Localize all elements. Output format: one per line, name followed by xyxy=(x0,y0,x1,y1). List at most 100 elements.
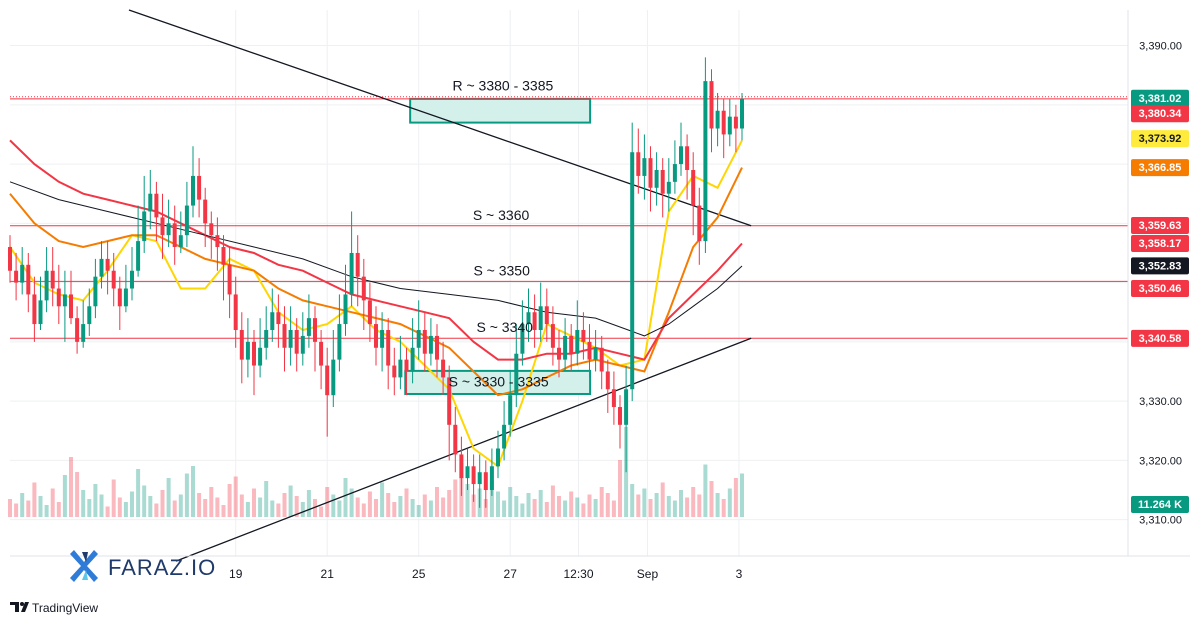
candle-body xyxy=(605,371,610,390)
candle-body xyxy=(75,318,80,342)
trendlines xyxy=(128,9,752,562)
volume-bar xyxy=(239,494,244,517)
volume-bar xyxy=(611,500,616,517)
candle-body xyxy=(496,448,500,467)
volume-bar xyxy=(374,499,378,517)
volume-bar xyxy=(605,493,610,517)
candle-body xyxy=(337,324,342,360)
candle-body xyxy=(697,205,702,242)
candle-body xyxy=(361,276,366,301)
volume-bar xyxy=(209,487,214,517)
volume-bar xyxy=(93,484,98,517)
candle-body xyxy=(416,329,421,348)
candle-body xyxy=(599,347,604,372)
volume-bar xyxy=(282,493,287,517)
candle-body xyxy=(679,146,683,165)
volume-bar xyxy=(8,499,12,517)
candle-body xyxy=(270,312,275,330)
candle-body xyxy=(660,169,665,194)
volume-bar xyxy=(398,496,403,517)
volume-bar xyxy=(471,494,476,517)
volume-bar xyxy=(721,499,726,517)
time-tick-label: 19 xyxy=(229,567,243,581)
volume-bar xyxy=(313,499,317,517)
volume-bar xyxy=(245,502,250,517)
volume-bar xyxy=(520,503,525,517)
candle-body xyxy=(398,359,403,378)
candle-body xyxy=(483,472,488,490)
candle-body xyxy=(526,312,531,325)
volume-bar xyxy=(544,502,549,517)
candle-body xyxy=(575,329,580,354)
candle-body xyxy=(441,359,446,378)
volume-bar xyxy=(672,500,677,517)
candle-body xyxy=(715,110,720,129)
candle-body xyxy=(740,98,744,129)
volume-bar xyxy=(349,488,354,517)
price-axis[interactable]: 3,390.00 3,330.00 3,320.00 3,310.00 xyxy=(1139,41,1182,527)
volume-bar xyxy=(660,482,665,517)
candle-body xyxy=(630,152,635,390)
volume-bar xyxy=(422,494,427,517)
time-tick-label: 12:30 xyxy=(564,567,594,581)
volume-bar xyxy=(270,500,275,517)
candle-body xyxy=(508,395,513,425)
candle-body xyxy=(428,335,433,354)
tradingview-icon xyxy=(10,602,29,612)
horizontal-levels xyxy=(10,96,1128,339)
volume-bar xyxy=(130,491,134,517)
time-axis[interactable]: 19 21 25 27 12:30 Sep 3 xyxy=(229,567,743,581)
volume-bar xyxy=(75,472,80,517)
candle-body xyxy=(489,466,494,490)
candle-body xyxy=(14,270,19,283)
price-badges: 3,381.0237:023,380.343,373.923,366.853,3… xyxy=(1131,89,1189,513)
volume-bar xyxy=(435,487,439,517)
volume-bar xyxy=(483,499,488,517)
volume-bar xyxy=(56,502,61,517)
tradingview-attribution[interactable]: TradingView xyxy=(10,601,98,615)
candle-body xyxy=(215,235,220,248)
candle-body xyxy=(264,329,269,348)
price-badge-value: 3,381.02 xyxy=(1139,93,1182,105)
candle-body xyxy=(166,223,171,236)
candle-body xyxy=(87,306,92,325)
volume-bar xyxy=(709,481,714,517)
candle-body xyxy=(709,81,714,129)
candle-body xyxy=(300,335,305,354)
candle-body xyxy=(532,312,537,330)
candle-body xyxy=(380,329,385,348)
price-badge-value: 3,366.85 xyxy=(1139,162,1182,174)
volume-bar xyxy=(154,503,159,517)
time-tick-label: 25 xyxy=(412,567,426,581)
candle-body xyxy=(56,288,61,307)
volume-bar xyxy=(123,502,128,517)
candle-body xyxy=(123,288,128,307)
candle-body xyxy=(160,217,165,236)
candle-body xyxy=(172,223,177,248)
candle-body xyxy=(410,347,415,372)
volume-bar xyxy=(636,494,641,517)
candle-body xyxy=(62,294,67,307)
price-badge xyxy=(1131,159,1189,177)
volume-bar xyxy=(733,478,738,517)
price-badge xyxy=(1131,329,1189,347)
candle-body xyxy=(282,324,287,348)
candle-body xyxy=(666,181,671,194)
price-badge xyxy=(1131,130,1189,148)
volume-bar xyxy=(465,484,470,517)
price-badge xyxy=(1131,234,1189,252)
candle-body xyxy=(435,335,439,360)
level-label: S ~ 3340 xyxy=(476,319,533,335)
candle-body xyxy=(453,424,458,455)
candle-body xyxy=(636,152,641,176)
volume-bar xyxy=(38,496,43,517)
price-badge xyxy=(1131,105,1189,123)
volume-bar xyxy=(654,493,659,517)
candle-body xyxy=(227,264,232,295)
volume-bar xyxy=(727,488,732,517)
candle-body xyxy=(306,318,311,336)
candle-body xyxy=(422,329,427,354)
candle-body xyxy=(197,175,202,200)
